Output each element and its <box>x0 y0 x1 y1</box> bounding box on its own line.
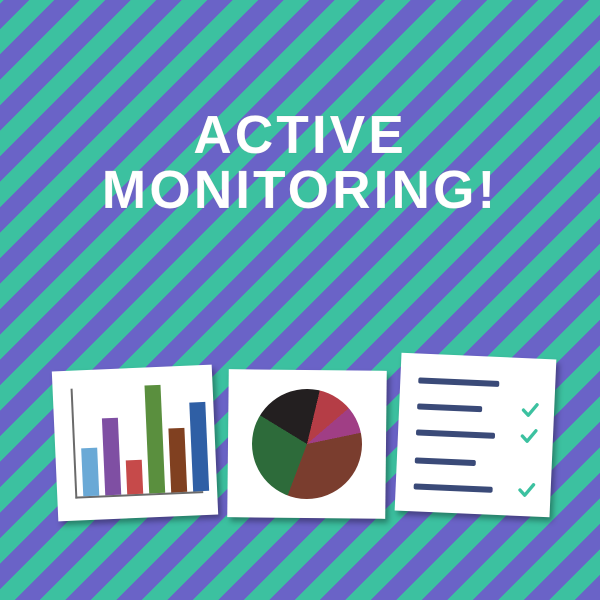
checklist-line-1 <box>418 377 499 387</box>
checkmark-icon <box>516 480 537 501</box>
bar-6 <box>189 402 209 491</box>
checklist-line-4 <box>415 457 476 466</box>
bar-5 <box>168 428 187 492</box>
checkmark-icon <box>519 426 540 447</box>
headline-line-2: MONITORING! <box>0 160 600 221</box>
checkmark-icon <box>520 400 541 421</box>
bar-2 <box>102 417 121 495</box>
stage: ACTIVE MONITORING! <box>0 0 600 600</box>
bar-1 <box>81 448 99 496</box>
bar-chart-bars <box>79 383 204 496</box>
checklist-card <box>395 353 557 518</box>
bar-chart-y-axis <box>71 389 78 499</box>
pie-chart-card <box>227 369 387 519</box>
checklist-line-3 <box>416 429 496 438</box>
bar-4 <box>145 385 166 494</box>
bar-chart-card <box>52 365 218 522</box>
checklist-line-5 <box>414 483 494 492</box>
bar-3 <box>126 460 143 495</box>
checklist-line-2 <box>417 403 482 412</box>
pie-chart <box>251 388 362 499</box>
headline-line-1: ACTIVE <box>0 105 600 166</box>
